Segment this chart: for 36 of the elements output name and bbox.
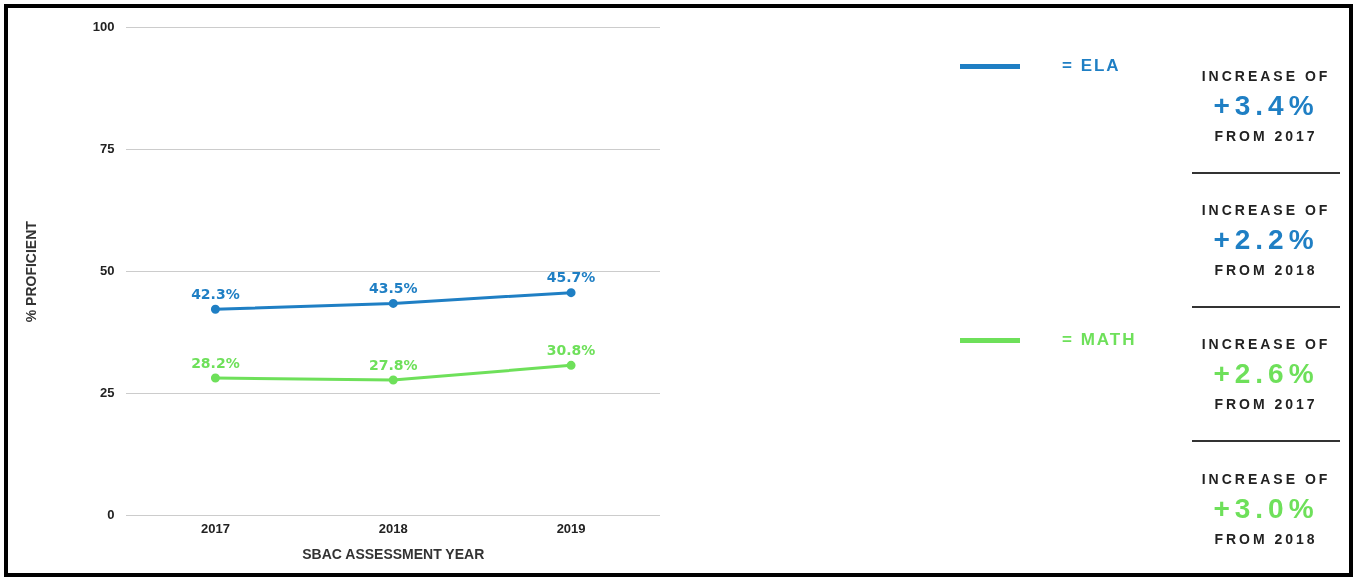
x-axis-title: SBAC ASSESSMENT YEAR: [302, 546, 485, 563]
x-tick-label: 2019: [556, 520, 586, 536]
y-axis-title: % PROFICIENT: [23, 220, 40, 323]
point: [566, 288, 576, 298]
y-tick-label: 25: [100, 385, 115, 401]
data-label: 43.5%: [368, 280, 418, 297]
y-tick-label: 75: [100, 141, 115, 157]
data-label: 42.3%: [191, 285, 240, 302]
text: INCREASE OF: [1201, 471, 1331, 487]
text: INCREASE OF: [1201, 68, 1331, 84]
y-tick-label: 100: [92, 19, 115, 35]
text: +2.6%: [1213, 358, 1319, 390]
point: [388, 298, 398, 308]
point: [566, 360, 576, 370]
data-label: 27.8%: [368, 356, 418, 373]
y-tick-label: 50: [100, 263, 115, 279]
text: FROM 2018: [1214, 262, 1318, 278]
point: [210, 373, 220, 383]
text: FROM 2017: [1214, 128, 1318, 144]
text: FROM 2018: [1214, 531, 1318, 547]
x-tick-label: 2017: [200, 520, 230, 536]
data-label: 30.8%: [546, 342, 596, 358]
point: [210, 304, 220, 314]
text: INCREASE OF: [1201, 202, 1331, 218]
data-label: 45.7%: [546, 269, 596, 286]
text: = MATH: [1062, 330, 1137, 350]
x-tick-label: 2018: [378, 520, 408, 536]
point: [388, 375, 398, 385]
text: FROM 2017: [1214, 396, 1318, 412]
text: +2.2%: [1213, 224, 1319, 256]
text: +3.4%: [1213, 90, 1319, 122]
text: +3.0%: [1213, 493, 1319, 525]
data-label: 28.2%: [191, 354, 240, 371]
y-tick-label: 0: [107, 507, 115, 523]
text: = ELA: [1062, 56, 1121, 76]
text: INCREASE OF: [1201, 336, 1331, 352]
